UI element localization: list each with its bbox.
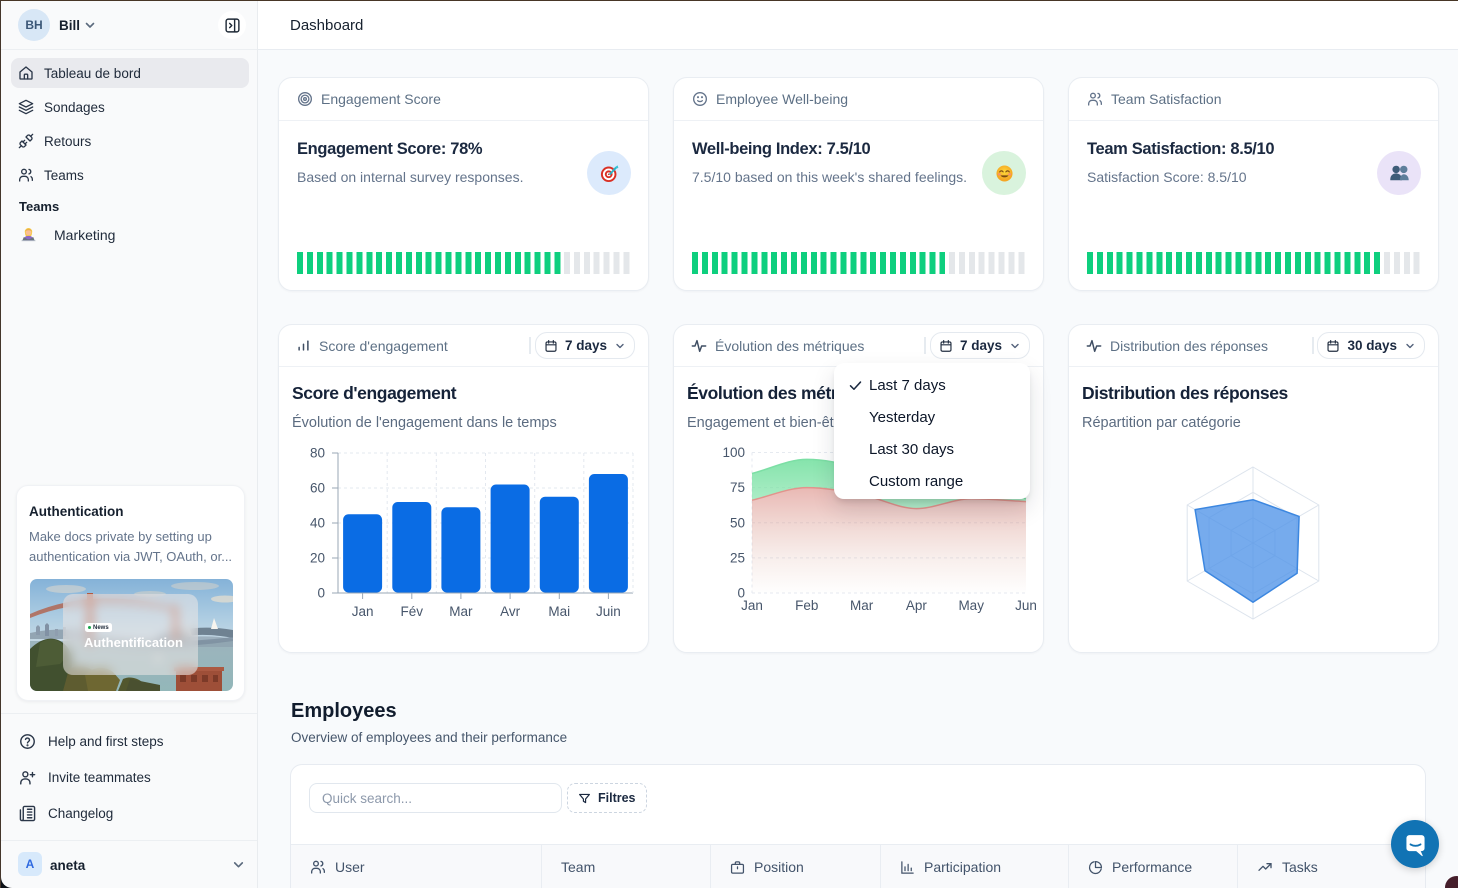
svg-text:Apr: Apr — [906, 598, 928, 613]
svg-text:0: 0 — [737, 586, 745, 601]
svg-text:Mai: Mai — [548, 604, 570, 619]
svg-text:Mar: Mar — [850, 598, 874, 613]
svg-text:50: 50 — [730, 515, 745, 530]
svg-text:100: 100 — [722, 445, 745, 460]
svg-text:Feb: Feb — [795, 598, 818, 613]
svg-text:0: 0 — [317, 586, 325, 601]
svg-text:Jun: Jun — [1015, 598, 1037, 613]
svg-text:75: 75 — [730, 480, 745, 495]
svg-text:Fév: Fév — [401, 604, 424, 619]
svg-text:May: May — [958, 598, 984, 613]
svg-text:Jan: Jan — [741, 598, 763, 613]
svg-text:60: 60 — [310, 481, 325, 496]
svg-text:Mar: Mar — [449, 604, 473, 619]
svg-text:Jan: Jan — [352, 604, 374, 619]
svg-text:40: 40 — [310, 516, 325, 531]
svg-text:Juin: Juin — [596, 604, 621, 619]
svg-text:20: 20 — [310, 551, 325, 566]
svg-text:Avr: Avr — [500, 604, 521, 619]
svg-text:80: 80 — [310, 446, 325, 461]
svg-text:25: 25 — [730, 550, 745, 565]
